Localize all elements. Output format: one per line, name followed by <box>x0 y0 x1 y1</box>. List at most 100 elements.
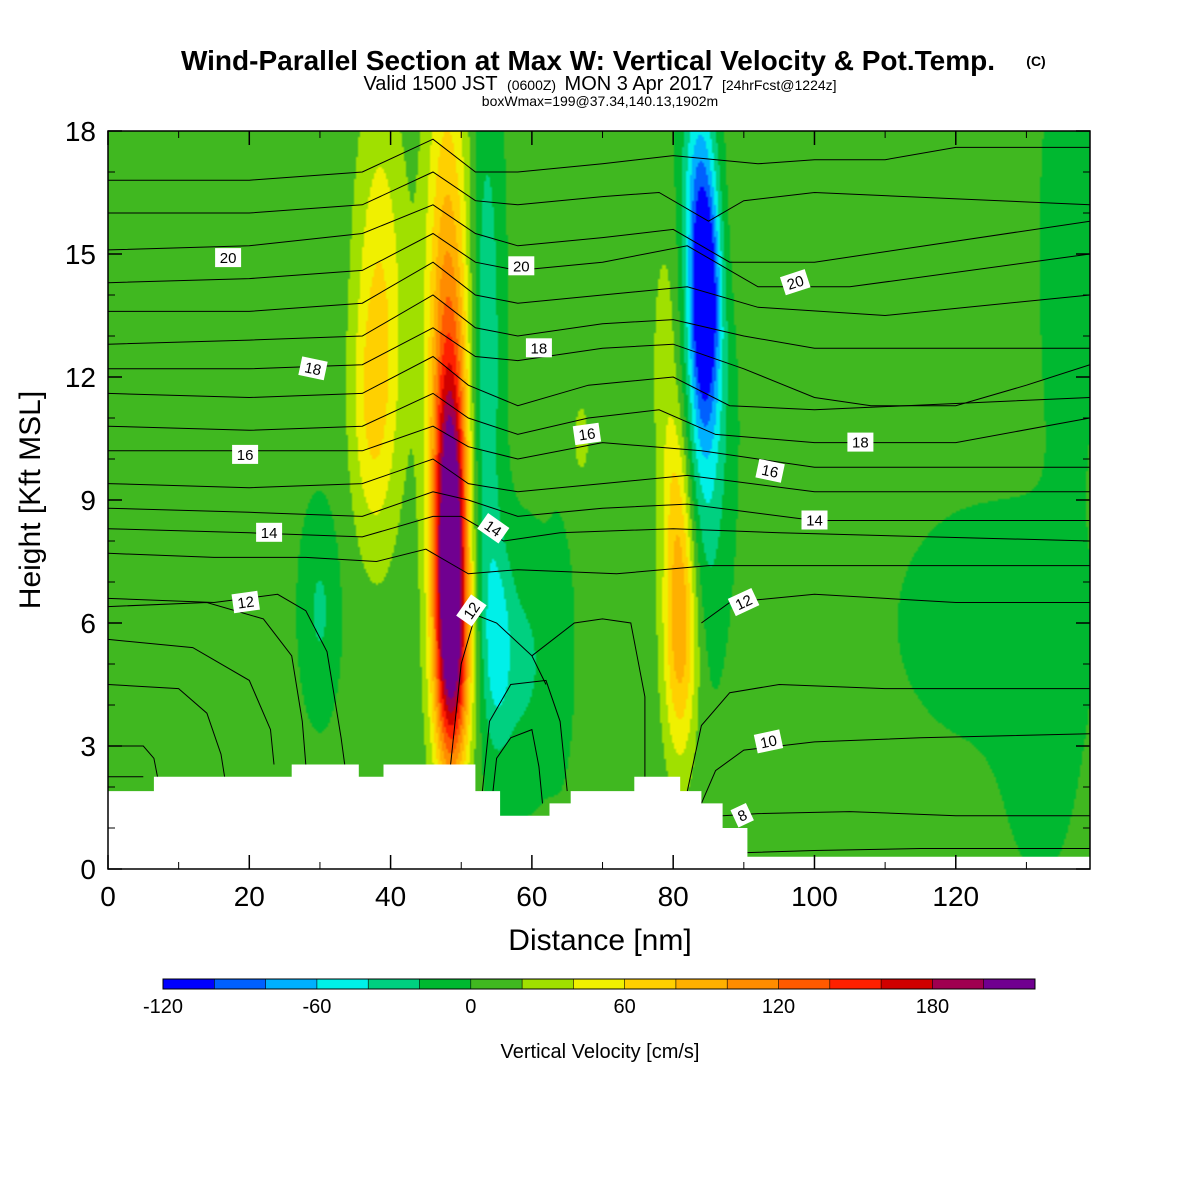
contour-label-bg <box>801 510 828 530</box>
y-tick-label: 9 <box>80 485 96 516</box>
theta-contour <box>108 204 1090 263</box>
contour-label-text: 20 <box>785 273 806 294</box>
contour-label: 14 <box>477 513 510 544</box>
colorbar-swatch <box>829 979 882 989</box>
colorbar-swatch <box>881 979 933 989</box>
x-tick-label: 20 <box>234 881 265 912</box>
contour-label-text: 12 <box>733 592 755 614</box>
contour-label-bg <box>256 522 283 542</box>
colorbar-swatch <box>522 979 574 989</box>
contour-label-text: 14 <box>481 517 504 540</box>
colorbar: -120 -60 0 60 120 180 <box>143 978 1036 1018</box>
colorbar-frame <box>162 978 1036 990</box>
theta-contour <box>108 548 1090 575</box>
vertical-velocity-field <box>108 131 1090 869</box>
valid-date: MON 3 Apr 2017 <box>565 73 714 95</box>
contour-label-text: 18 <box>303 359 323 379</box>
theta-contour <box>747 848 1090 854</box>
theta-contour <box>531 618 646 777</box>
theta-contour <box>481 679 568 792</box>
contour-label: 16 <box>232 444 259 464</box>
y-tick-label: 15 <box>65 239 96 270</box>
contour-label-bg <box>215 248 242 268</box>
theta-contour <box>450 614 547 765</box>
colorbar-swatch <box>214 979 267 989</box>
contour-label-bg <box>753 729 784 754</box>
colorbar-tick-label: -120 <box>143 996 183 1018</box>
colorbar-swatch <box>932 979 985 989</box>
chart-title: Wind-Parallel Section at Max W: Vertical… <box>181 45 1046 109</box>
colorbar-swatch <box>624 979 677 989</box>
copyright-mark: (C) <box>1026 53 1045 69</box>
contour-label: 18 <box>298 356 328 381</box>
colorbar-tick-label: 120 <box>762 996 795 1018</box>
contour-label: 12 <box>456 594 487 627</box>
contour-label-bg <box>508 256 535 276</box>
terrain-mask <box>108 764 1090 869</box>
theta-contour <box>108 261 1090 317</box>
contour-label: 20 <box>779 269 811 296</box>
colorbar-swatch <box>573 979 626 989</box>
contour-label: 18 <box>525 338 552 358</box>
x-tick-label: 120 <box>932 881 979 912</box>
x-axis-label: Distance [nm] <box>508 924 691 957</box>
contour-label: 10 <box>753 729 784 754</box>
theta-contour <box>108 601 307 765</box>
contour-label-bg <box>477 513 510 544</box>
contour-label: 20 <box>508 256 535 276</box>
y-tick-label: 12 <box>65 362 96 393</box>
colorbar-swatch <box>265 979 318 989</box>
contour-label-text: 14 <box>261 525 278 542</box>
contour-label-text: 18 <box>852 435 869 452</box>
theta-contour <box>108 684 226 777</box>
contour-label-bg <box>755 458 785 483</box>
valid-utc: (0600Z) <box>507 77 556 93</box>
theta-contour <box>108 458 1090 493</box>
colorbar-swatch <box>983 979 1036 989</box>
y-tick-label: 0 <box>80 854 96 885</box>
contour-label-bg <box>779 269 811 296</box>
contour-label-text: 12 <box>460 599 483 622</box>
colorbar-swatch <box>727 979 779 989</box>
colorbar-tick-label: -60 <box>302 996 331 1018</box>
theta-contour <box>108 593 346 765</box>
contour-label-text: 18 <box>531 340 548 357</box>
contour-label: 8 <box>730 803 754 828</box>
colorbar-swatch <box>778 979 831 989</box>
valid-prefix: Valid 1500 JST <box>363 73 497 95</box>
y-tick-label: 18 <box>65 116 96 147</box>
contour-label-text: 16 <box>237 447 254 464</box>
colorbar-swatch <box>163 979 215 989</box>
contour-label-text: 10 <box>759 732 779 752</box>
theta-contour <box>108 327 1090 407</box>
colorbar-swatch <box>419 979 472 989</box>
title-subtitle2: boxWmax=199@37.34,140.13,1902m <box>482 93 718 109</box>
contour-label-text: 20 <box>513 258 530 275</box>
theta-contour <box>108 171 1090 222</box>
contour-labels: 20 20 20 18 18 18 16 16 16 14 14 14 12 12 12 10 8 <box>215 248 874 828</box>
theta-contour <box>108 638 275 765</box>
theta-contour <box>108 745 158 777</box>
contour-label-text: 20 <box>220 250 237 267</box>
contour-label-text: 16 <box>760 462 780 482</box>
contour-label-text: 12 <box>236 593 255 612</box>
theta-contour <box>701 593 1090 624</box>
theta-contour <box>686 683 1090 792</box>
y-tick-label: 6 <box>80 608 96 639</box>
y-axis-label: Height [Kft MSL] <box>14 391 47 609</box>
contour-label: 16 <box>755 458 785 483</box>
colorbar-swatch <box>316 979 369 989</box>
contour-label: 12 <box>231 590 260 614</box>
axis-ticks: 0 20 40 60 80 100 120 0 3 6 9 12 15 18 <box>65 116 1090 912</box>
theta-contour <box>108 294 1090 349</box>
contour-label-text: 16 <box>578 425 597 444</box>
colorbar-swatch <box>368 979 420 989</box>
contour-label-bg <box>525 338 552 358</box>
contour-label: 16 <box>572 422 602 446</box>
colorbar-label: Vertical Velocity [cm/s] <box>501 1041 700 1063</box>
plot-area: 20 20 20 18 18 18 16 16 16 14 14 14 12 12 12 10 8 0 20 40 6… <box>65 116 1091 912</box>
forecast-label: [24hrFcst@1224z] <box>722 77 837 93</box>
title-main: Wind-Parallel Section at Max W: Vertical… <box>181 45 995 76</box>
contour-label: 12 <box>727 587 760 617</box>
theta-contour <box>108 425 1090 468</box>
